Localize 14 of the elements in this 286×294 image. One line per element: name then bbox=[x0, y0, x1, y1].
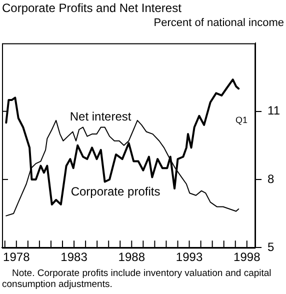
y-tick-label: 8 bbox=[268, 172, 275, 186]
series-label: Corporate profits bbox=[70, 184, 160, 198]
x-tick-label: 1993 bbox=[176, 250, 203, 264]
x-tick-label: 1988 bbox=[118, 250, 146, 264]
text: Note. Corporate profits include inventory valuation and capital consumption adjustments. bbox=[2, 268, 272, 290]
annotation: Q1 bbox=[236, 114, 248, 125]
x-tick-label: 1998 bbox=[234, 250, 261, 264]
x-tick-label: 1978 bbox=[3, 250, 30, 264]
x-tick-label: 1983 bbox=[60, 250, 88, 264]
series-label: Net interest bbox=[70, 109, 132, 124]
y-axis-title: Percent of national income bbox=[154, 17, 284, 29]
y-tick-label: 5 bbox=[268, 240, 275, 254]
chart-title: Corporate Profits and Net Interest bbox=[2, 1, 182, 15]
y-tick-label: 11 bbox=[268, 104, 280, 118]
